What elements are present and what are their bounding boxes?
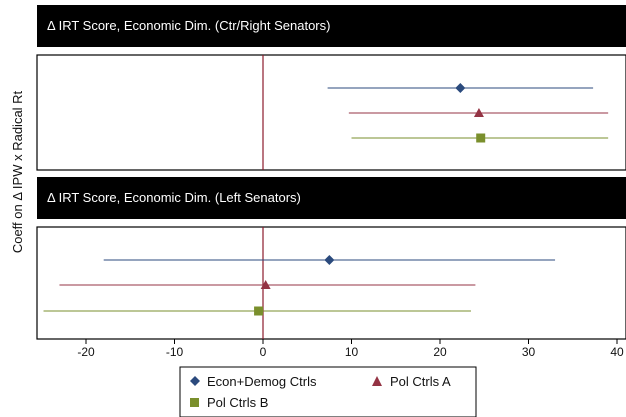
panel-1-pol-ctrls-b-point [476, 133, 486, 143]
legend-marker-econ-demog [190, 376, 200, 386]
legend-label-pol-ctrls-a: Pol Ctrls A [390, 374, 451, 389]
panel-1-header [37, 5, 626, 47]
legend-marker-pol-ctrls-b [190, 398, 199, 407]
x-tick-label: 10 [345, 345, 359, 359]
panel-1-title: Δ IRT Score, Economic Dim. (Ctr/Right Se… [47, 18, 330, 33]
panel-2-header [37, 177, 626, 219]
y-axis-label: Coeff on Δ IPW x Radical Rt [10, 90, 25, 253]
x-tick-label: -10 [166, 345, 184, 359]
panel-2-plot-area [36, 226, 626, 340]
x-tick-label: 20 [433, 345, 447, 359]
x-tick-label: -20 [77, 345, 95, 359]
panel-2-pol-ctrls-b-point [254, 306, 264, 316]
panel-1-econ-demog-ctrls-point [455, 83, 466, 93]
x-tick-label: 0 [260, 345, 267, 359]
panel-2-title: Δ IRT Score, Economic Dim. (Left Senator… [47, 190, 301, 205]
legend-label-pol-ctrls-b: Pol Ctrls B [207, 395, 268, 410]
legend-label-econ-demog: Econ+Demog Ctrls [207, 374, 317, 389]
legend-box [179, 366, 477, 417]
legend-marker-pol-ctrls-a [372, 376, 382, 386]
panel-2-econ-demog-ctrls-point [324, 255, 335, 265]
x-tick-label: 40 [610, 345, 624, 359]
x-tick-label: 30 [522, 345, 536, 359]
panel-2-pol-ctrls-a-point [260, 280, 271, 289]
panel-1-pol-ctrls-a-point [473, 108, 484, 117]
